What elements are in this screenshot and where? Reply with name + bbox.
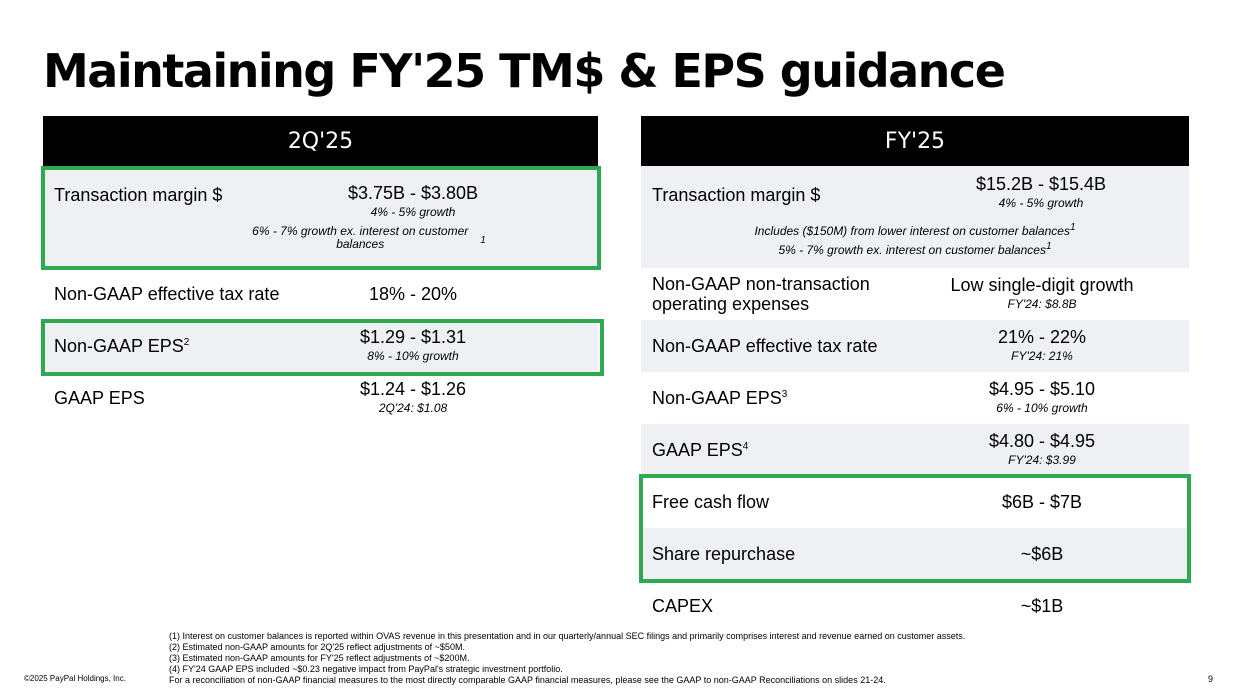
row-label: Share repurchase (652, 544, 796, 564)
value-note: 6% - 7% growth ex. interest on customer … (223, 225, 603, 251)
value-main: $1.29 - $1.31 (359, 327, 467, 347)
table-row: Non-GAAP effective tax rate 21% - 22% FY… (641, 320, 1189, 372)
value-main: $15.2B - $15.4B (975, 174, 1107, 194)
row-label: GAAP EPS4 (641, 440, 748, 460)
value-sub: FY'24: 21% (1011, 349, 1073, 363)
footnote-ref: 1 (1045, 241, 1052, 252)
value-sub: 4% - 5% growth (370, 205, 456, 219)
quarter-panel-header: 2Q'25 (43, 116, 598, 166)
value-sub: 4% - 5% growth (998, 196, 1084, 210)
row-label-line-2: operating expenses (652, 294, 810, 314)
table-row: Transaction margin $ $15.2B - $15.4B 4% … (641, 166, 1189, 268)
value-main: $4.95 - $5.10 (988, 379, 1096, 399)
footnote-ref: 4 (742, 441, 749, 452)
quarter-guidance-panel: 2Q'25 Transaction margin $ $3.75B - $3.8… (43, 116, 598, 416)
table-row: GAAP EPS4 $4.80 - $4.95 FY'24: $3.99 (641, 424, 1189, 476)
footnote-ref: 1 (480, 235, 486, 246)
row-label-text: Non-GAAP EPS (54, 336, 184, 356)
row-label: GAAP EPS (54, 388, 145, 408)
row-value: $1.29 - $1.31 8% - 10% growth (223, 327, 603, 365)
row-label: Non-GAAP EPS3 (641, 388, 787, 408)
row-value: $3.75B - $3.80B 4% - 5% growth 6% - 7% g… (223, 183, 603, 251)
value-main: $1.24 - $1.26 (359, 379, 467, 399)
value-main: Low single-digit growth (950, 275, 1134, 295)
row-label: Free cash flow (652, 492, 770, 512)
row-value: $4.80 - $4.95 FY'24: $3.99 (922, 431, 1162, 469)
table-row: Free cash flow $6B - $7B (641, 476, 1189, 528)
value-sub: FY'24: $3.99 (1008, 453, 1076, 467)
table-row: Non-GAAP EPS2 $1.29 - $1.31 8% - 10% gro… (43, 320, 598, 372)
row-label: CAPEX (652, 596, 714, 616)
value-main: $4.80 - $4.95 (988, 431, 1096, 451)
row-value: $6B - $7B (922, 492, 1162, 513)
table-row: Non-GAAP non-transaction operating expen… (641, 268, 1189, 320)
row-value: $4.95 - $5.10 6% - 10% growth (922, 379, 1162, 417)
page-number: 9 (1208, 674, 1214, 684)
row-value: ~$1B (922, 596, 1162, 617)
table-row: Transaction margin $ $3.75B - $3.80B 4% … (43, 166, 598, 268)
value-note-2: 5% - 7% growth ex. interest on customer … (641, 241, 1189, 259)
row-value: Low single-digit growth FY'24: $8.8B (922, 275, 1162, 313)
value-main: ~$1B (1020, 595, 1064, 616)
value-main: $6B - $7B (1001, 491, 1083, 512)
row-value: $1.24 - $1.26 2Q'24: $1.08 (223, 379, 603, 417)
row-label-line-1: Non-GAAP non-transaction (652, 274, 870, 294)
row-label: Non-GAAP non-transaction operating expen… (641, 274, 870, 314)
value-main: ~$6B (1020, 543, 1064, 564)
footnote-ref: 1 (1069, 222, 1076, 233)
footnote: (1) Interest on customer balances is rep… (169, 631, 966, 641)
row-value: 18% - 20% (223, 284, 603, 305)
value-main: 21% - 22% (997, 327, 1087, 347)
value-sub: 8% - 10% growth (367, 349, 459, 363)
row-value: 21% - 22% FY'24: 21% (922, 327, 1162, 365)
table-row: CAPEX ~$1B (641, 580, 1189, 632)
footnote: (4) FY'24 GAAP EPS included ~$0.23 negat… (169, 664, 563, 674)
value-sub: 2Q'24: $1.08 (378, 401, 448, 415)
footnote: (2) Estimated non-GAAP amounts for 2Q'25… (169, 642, 465, 652)
row-label: Transaction margin $ (54, 185, 223, 205)
full-year-panel-header: FY'25 (641, 116, 1189, 166)
row-label-text: GAAP EPS (652, 440, 743, 460)
slide-title: Maintaining FY'25 TM$ & EPS guidance (43, 44, 1006, 98)
value-note-text: 6% - 7% growth ex. interest on customer … (252, 224, 469, 251)
footnote-ref: 2 (183, 337, 190, 348)
row-label: Non-GAAP EPS2 (43, 336, 189, 356)
value-main: 18% - 20% (368, 283, 458, 304)
footnote-ref: 3 (781, 389, 788, 400)
copyright: ©2025 PayPal Holdings, Inc. (24, 674, 126, 683)
value-note-1: Includes ($150M) from lower interest on … (641, 222, 1189, 240)
row-value: ~$6B (922, 544, 1162, 565)
table-row: GAAP EPS $1.24 - $1.26 2Q'24: $1.08 (43, 372, 598, 424)
value-note-2-text: 5% - 7% growth ex. interest on customer … (778, 243, 1046, 257)
table-row: Share repurchase ~$6B (641, 528, 1189, 580)
full-year-guidance-panel: FY'25 Transaction margin $ $15.2B - $15.… (641, 116, 1189, 626)
row-label: Transaction margin $ (652, 185, 821, 205)
value-note-1-text: Includes ($150M) from lower interest on … (754, 224, 1070, 238)
footnote: For a reconciliation of non-GAAP financi… (169, 675, 886, 685)
row-label: Non-GAAP effective tax rate (54, 284, 280, 304)
table-row: Non-GAAP EPS3 $4.95 - $5.10 6% - 10% gro… (641, 372, 1189, 424)
value-main-block: $15.2B - $15.4B 4% - 5% growth (941, 174, 1141, 212)
row-label: Non-GAAP effective tax rate (652, 336, 878, 356)
value-main: $3.75B - $3.80B (347, 183, 479, 203)
table-row: Non-GAAP effective tax rate 18% - 20% (43, 268, 598, 320)
row-label-text: Non-GAAP EPS (652, 388, 782, 408)
value-sub: 6% - 10% growth (996, 401, 1088, 415)
footnotes: (1) Interest on customer balances is rep… (169, 631, 965, 686)
footnote: (3) Estimated non-GAAP amounts for FY'25… (169, 653, 470, 663)
value-sub: FY'24: $8.8B (1007, 297, 1077, 311)
